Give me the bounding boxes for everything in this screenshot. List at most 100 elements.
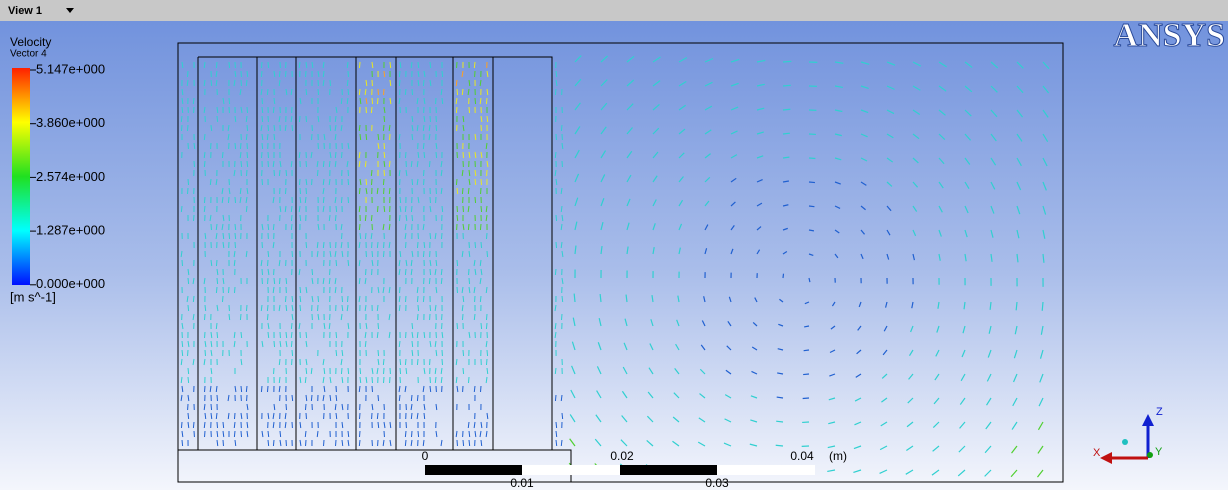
- vector: [267, 314, 268, 320]
- vector: [348, 179, 349, 185]
- page: View 1 ANSYS Velocity Vector 4 5.147e+00…: [0, 0, 1228, 490]
- vector: [424, 242, 425, 248]
- vector: [261, 62, 262, 68]
- vector: [556, 422, 557, 428]
- background: [0, 0, 1228, 490]
- vector: [291, 206, 292, 212]
- vector: [435, 377, 436, 383]
- vector: [330, 125, 331, 131]
- vector: [384, 170, 385, 176]
- vector: [247, 125, 248, 131]
- vector: [336, 260, 337, 266]
- vector: [273, 224, 274, 230]
- vector: [246, 134, 247, 140]
- vector: [273, 107, 274, 113]
- scale-segment: [620, 465, 717, 475]
- vector: [267, 386, 268, 392]
- vector: [417, 314, 418, 320]
- vector: [235, 233, 236, 239]
- vector: [783, 274, 784, 278]
- vector: [280, 431, 281, 437]
- vector: [359, 413, 360, 419]
- vector: [193, 422, 194, 428]
- vector: [279, 359, 280, 365]
- vector: [335, 152, 336, 158]
- vector: [405, 431, 406, 437]
- vector: [229, 314, 230, 320]
- vector: [246, 206, 247, 212]
- vector: [241, 332, 242, 338]
- scale-label: 0: [422, 449, 429, 463]
- vector: [418, 62, 419, 68]
- vector: [342, 296, 343, 302]
- legend-subtitle: Vector 4: [10, 49, 47, 60]
- vector: [423, 80, 424, 86]
- vector: [481, 206, 482, 212]
- vector: [424, 152, 425, 158]
- vector: [262, 116, 263, 122]
- vector: [378, 422, 379, 428]
- vector: [268, 62, 269, 68]
- vector: [481, 440, 482, 446]
- vector: [423, 296, 424, 302]
- vector: [441, 278, 442, 284]
- vector: [300, 215, 301, 221]
- vector: [400, 251, 401, 257]
- legend-label: 5.147e+000: [36, 61, 105, 76]
- vector: [372, 251, 373, 257]
- vector: [348, 260, 349, 266]
- vector: [229, 233, 230, 239]
- vector: [365, 233, 366, 239]
- vector: [469, 440, 470, 446]
- vector: [274, 98, 275, 104]
- origin-marker: [1122, 439, 1128, 445]
- vector: [417, 242, 418, 248]
- vector: [286, 332, 287, 338]
- vector: [562, 296, 563, 302]
- vector: [377, 98, 378, 104]
- vector: [462, 314, 463, 320]
- vector: [341, 197, 342, 203]
- vector: [412, 179, 413, 185]
- vector: [182, 440, 183, 446]
- vector: [341, 368, 342, 374]
- vector: [371, 170, 372, 176]
- legend-label: 1.287e+000: [36, 223, 105, 238]
- vector: [411, 413, 412, 419]
- vector: [481, 323, 482, 329]
- vector: [783, 61, 791, 62]
- color-bar: [12, 68, 30, 285]
- vector: [246, 80, 247, 86]
- vector: [222, 296, 223, 302]
- vector: [286, 170, 287, 176]
- vector: [412, 341, 413, 347]
- vector: [423, 143, 424, 149]
- vector: [329, 161, 330, 167]
- vector: [216, 287, 217, 293]
- vector: [430, 386, 431, 392]
- vector: [306, 242, 307, 248]
- vector: [216, 323, 217, 329]
- vector: [305, 377, 306, 383]
- vector: [306, 368, 307, 374]
- view-menu[interactable]: View 1: [8, 5, 42, 17]
- vector: [341, 98, 342, 104]
- vector: [347, 80, 348, 86]
- vector: [306, 116, 307, 122]
- vector: [268, 224, 269, 230]
- vector: [468, 224, 469, 230]
- vector: [556, 71, 557, 77]
- vector: [474, 62, 475, 68]
- vector: [181, 125, 182, 131]
- vector: [463, 368, 464, 374]
- vector: [217, 332, 218, 338]
- vector: [783, 133, 790, 134]
- vector: [292, 395, 293, 401]
- vector: [411, 395, 412, 401]
- vector: [372, 377, 373, 383]
- vector: [348, 368, 349, 374]
- vector: [412, 89, 413, 95]
- vector: [412, 215, 413, 221]
- vector: [279, 71, 280, 77]
- vector: [457, 260, 458, 266]
